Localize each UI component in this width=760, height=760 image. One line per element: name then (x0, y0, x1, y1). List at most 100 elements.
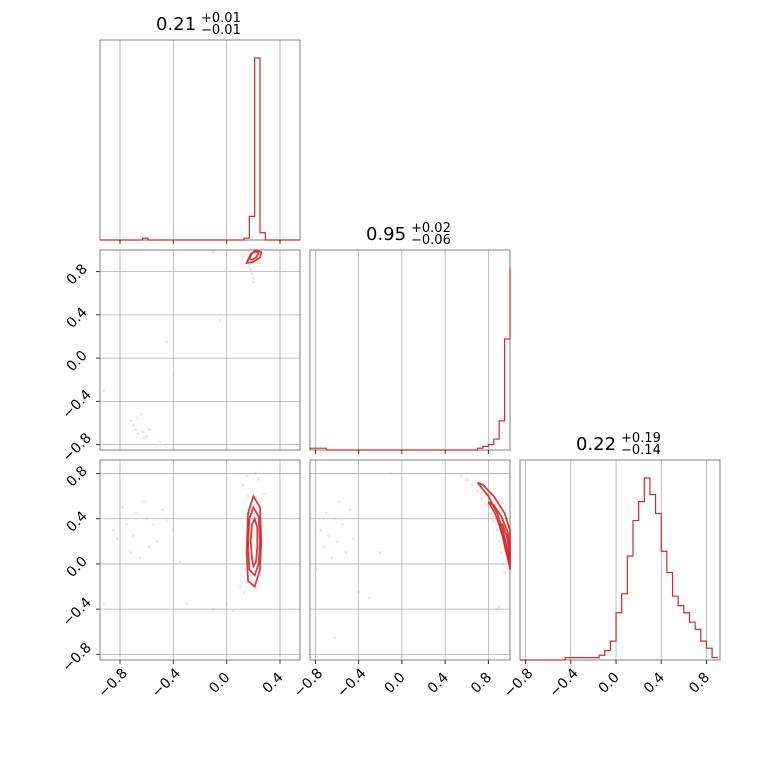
x-tick-label: 0.4 (641, 670, 668, 697)
sample-point (138, 556, 142, 560)
x-tick-label: 0.8 (686, 670, 713, 697)
panel-2-2 (519, 459, 721, 661)
histogram-2 (520, 477, 718, 661)
panel-frame (99, 39, 301, 241)
x-tick-label: −0.8 (501, 665, 536, 700)
sample-point (484, 503, 488, 507)
y-tick-label: 0.8 (64, 261, 91, 288)
sample-point (171, 372, 175, 376)
sample-point (139, 412, 143, 416)
y-tick-label: 0.4 (64, 508, 91, 535)
sample-point (257, 261, 261, 265)
y-tick-label: −0.4 (59, 387, 94, 422)
sample-point (497, 539, 501, 543)
sample-point (158, 440, 162, 444)
sample-point (129, 551, 133, 555)
title-plus-2: +0.19 (621, 431, 661, 446)
x-tick-label: −0.8 (95, 665, 130, 700)
panel-frame (309, 249, 511, 451)
sample-point (231, 609, 235, 613)
contour-1 (247, 505, 261, 577)
sample-point (251, 280, 255, 284)
title-0: 0.21 (156, 14, 196, 35)
sample-point (178, 560, 182, 564)
sample-point (147, 545, 151, 549)
sample-point (241, 254, 245, 258)
x-tick-label: −0.4 (334, 665, 369, 700)
contour-2 (476, 481, 511, 570)
histogram-0 (100, 57, 300, 241)
sample-point (211, 250, 215, 254)
sample-point (495, 607, 499, 611)
sample-point (102, 602, 106, 606)
contour-1 (487, 501, 511, 565)
sample-point (459, 474, 463, 478)
sample-point (155, 539, 159, 543)
sample-point (502, 562, 506, 566)
sample-point (102, 389, 106, 393)
sample-point (145, 517, 149, 521)
panel-1-0 (99, 248, 301, 451)
sample-point (134, 511, 138, 515)
title-plus-1: +0.02 (411, 221, 451, 236)
sample-point (247, 263, 251, 267)
sample-point (351, 537, 355, 541)
sample-point (142, 500, 146, 504)
sample-point (243, 568, 247, 572)
sample-point (492, 519, 496, 523)
y-tick-label: −0.8 (59, 640, 94, 675)
sample-point (218, 318, 222, 322)
sample-point (495, 528, 499, 532)
panel-1-1 (309, 249, 511, 451)
sample-point (125, 522, 129, 526)
sample-point (470, 483, 474, 487)
sample-point (333, 635, 337, 639)
x-tick-label: 0.8 (468, 670, 495, 697)
sample-point (357, 590, 361, 594)
title-minus-1: −0.06 (411, 233, 451, 248)
sample-point (465, 478, 469, 482)
sample-point (241, 483, 245, 487)
contour-0 (249, 516, 259, 569)
contour-2 (245, 493, 263, 589)
sample-point (489, 511, 493, 515)
sample-point (476, 489, 480, 493)
sample-point (151, 522, 155, 526)
sample-point (340, 522, 344, 526)
x-tick-label: 0.0 (596, 670, 623, 697)
x-tick-label: −0.4 (149, 665, 184, 700)
x-tick-label: 0.4 (425, 670, 452, 697)
x-tick-label: 0.0 (206, 670, 233, 697)
sample-point (161, 508, 165, 512)
panel-frame (519, 459, 721, 661)
sample-point (251, 276, 255, 280)
panel-2-1 (309, 459, 511, 661)
sample-point (497, 605, 501, 609)
sample-point (238, 585, 242, 589)
sample-point (344, 551, 348, 555)
y-tick-label: 0.0 (64, 554, 91, 581)
sample-point (503, 571, 507, 575)
sample-point (257, 477, 261, 481)
sample-point (249, 267, 253, 271)
sample-point (319, 528, 323, 532)
title-minus-0: −0.01 (201, 23, 241, 38)
sample-point (378, 551, 382, 555)
y-tick-label: 0.4 (64, 304, 91, 331)
sample-point (246, 494, 250, 498)
sample-point (171, 528, 175, 532)
sample-point (262, 492, 266, 496)
sample-point (131, 423, 135, 427)
x-tick-label: 0.4 (260, 670, 287, 697)
sample-point (129, 419, 133, 423)
sample-point (165, 340, 169, 344)
sample-point (145, 434, 149, 438)
sample-point (121, 505, 125, 509)
sample-point (367, 596, 371, 600)
sample-point (255, 585, 259, 589)
sample-point (245, 474, 249, 478)
x-tick-label: 0.0 (382, 670, 409, 697)
sample-point (135, 416, 139, 420)
sample-point (242, 590, 246, 594)
